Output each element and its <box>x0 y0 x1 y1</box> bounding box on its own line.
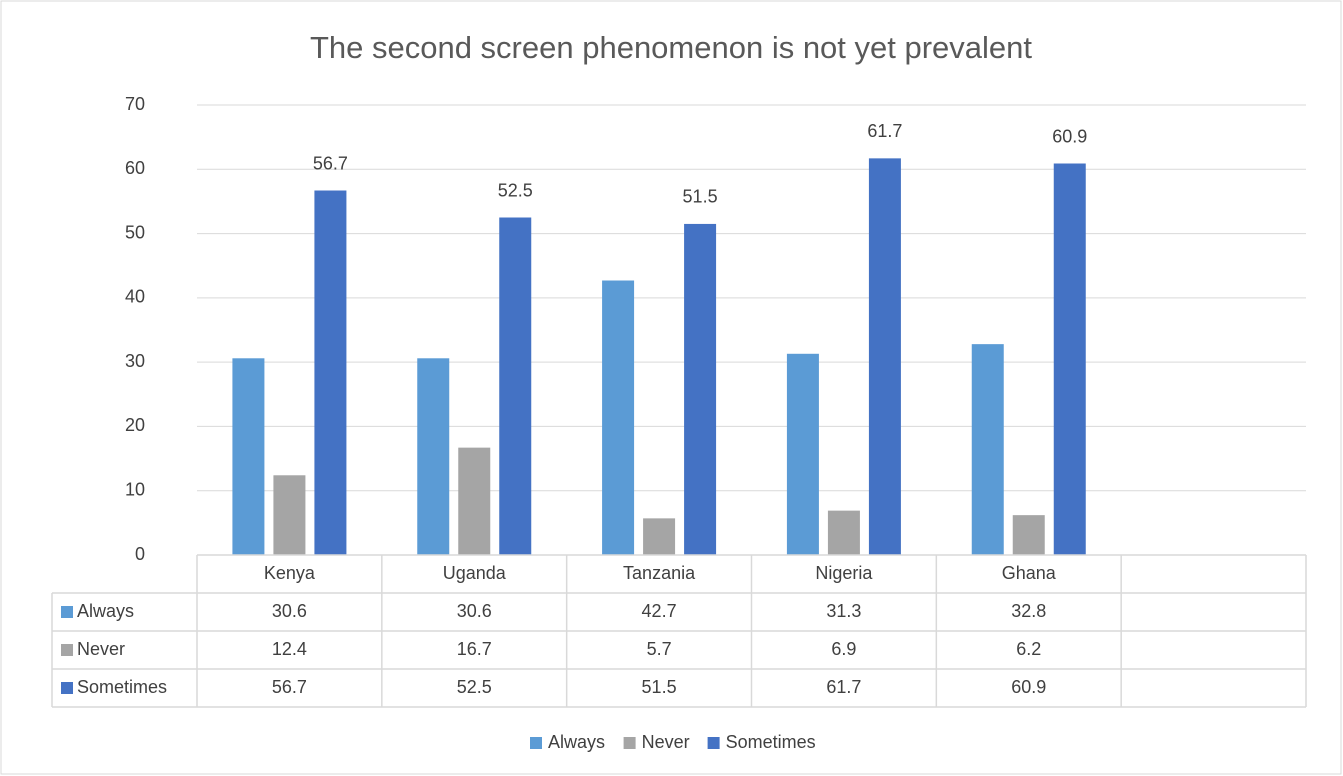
y-tick-label: 10 <box>125 479 145 499</box>
bar <box>232 358 265 555</box>
x-tick-label: Nigeria <box>815 563 873 583</box>
legend-label: Never <box>642 732 690 752</box>
bar <box>684 223 717 555</box>
table-legend-key <box>61 682 73 694</box>
bar <box>417 358 450 555</box>
table-cell: 60.9 <box>1011 677 1046 697</box>
data-label: 61.7 <box>867 121 902 141</box>
table-series-name: Never <box>77 639 125 659</box>
x-tick-label: Tanzania <box>623 563 696 583</box>
table-cell: 56.7 <box>272 677 307 697</box>
legend-label: Always <box>548 732 605 752</box>
y-tick-label: 60 <box>125 158 145 178</box>
table-cell: 6.9 <box>831 639 856 659</box>
y-tick-label: 0 <box>135 544 145 564</box>
bar <box>868 158 901 555</box>
legend-key <box>707 737 720 749</box>
x-tick-label: Uganda <box>443 563 507 583</box>
table-cell: 32.8 <box>1011 601 1046 621</box>
bar <box>971 344 1004 555</box>
x-tick-label: Kenya <box>264 563 316 583</box>
table-series-name: Sometimes <box>77 677 167 697</box>
bar <box>273 475 306 555</box>
legend-key <box>623 737 636 749</box>
table-cell: 30.6 <box>272 601 307 621</box>
x-tick-label: Ghana <box>1002 563 1057 583</box>
table-cell: 61.7 <box>826 677 861 697</box>
bar <box>786 353 819 555</box>
chart-title: The second screen phenomenon is not yet … <box>310 30 1032 65</box>
y-tick-label: 50 <box>125 222 145 242</box>
y-tick-label: 40 <box>125 287 145 307</box>
bar <box>827 510 860 555</box>
table-cell: 12.4 <box>272 639 307 659</box>
bar <box>1053 163 1086 555</box>
table-cell: 31.3 <box>826 601 861 621</box>
table-cell: 42.7 <box>642 601 677 621</box>
bar <box>499 217 532 555</box>
table-cell: 30.6 <box>457 601 492 621</box>
table-cell: 16.7 <box>457 639 492 659</box>
table-cell: 6.2 <box>1016 639 1041 659</box>
legend-key <box>530 737 542 749</box>
table-series-name: Always <box>77 601 134 621</box>
data-label: 52.5 <box>498 180 533 200</box>
bar <box>602 280 635 555</box>
table-cell: 5.7 <box>647 639 672 659</box>
data-label: 51.5 <box>683 187 718 207</box>
table-cell: 52.5 <box>457 677 492 697</box>
bar <box>643 518 676 555</box>
bar <box>458 447 491 555</box>
y-tick-label: 70 <box>125 94 145 114</box>
y-tick-label: 20 <box>125 415 145 435</box>
y-tick-label: 30 <box>125 351 145 371</box>
legend-label: Sometimes <box>726 732 816 752</box>
table-legend-key <box>61 644 73 656</box>
data-label: 60.9 <box>1052 126 1087 146</box>
bar <box>1012 515 1045 555</box>
data-label: 56.7 <box>313 153 348 173</box>
bar <box>314 190 347 555</box>
table-legend-key <box>61 606 73 618</box>
table-cell: 51.5 <box>642 677 677 697</box>
